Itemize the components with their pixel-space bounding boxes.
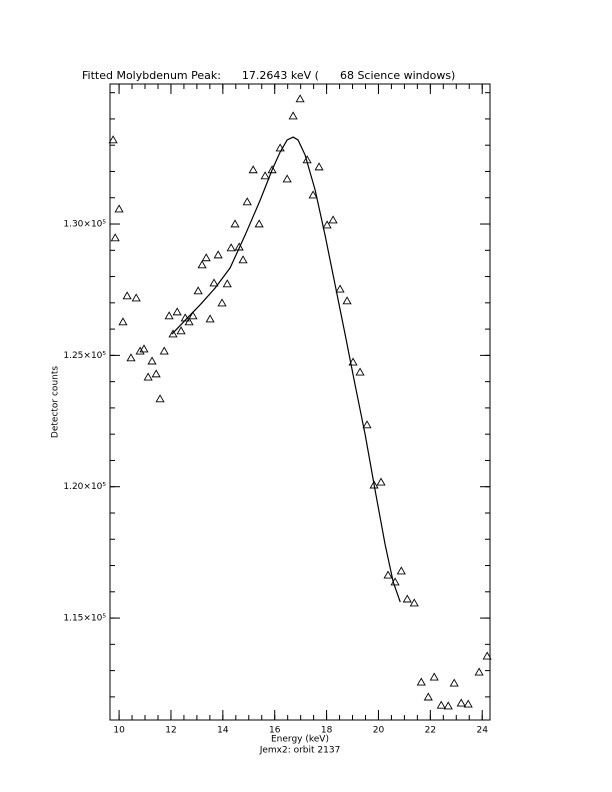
data-point <box>193 286 203 295</box>
data-point <box>234 242 244 251</box>
data-point <box>168 329 178 338</box>
chart-title: Fitted Molybdenum Peak: 17.2643 keV ( 68… <box>82 69 455 82</box>
y-tick-label: 1.20×10⁵ <box>63 482 106 492</box>
data-point <box>159 346 169 355</box>
data-point <box>308 190 318 199</box>
data-point <box>402 594 412 603</box>
x-tick-label: 20 <box>373 726 385 736</box>
data-point <box>188 311 198 320</box>
data-point <box>205 314 215 323</box>
data-point <box>396 566 406 575</box>
data-point <box>328 215 338 224</box>
x-tick-label: 18 <box>321 726 333 736</box>
y-tick-label: 1.25×10⁵ <box>63 351 106 361</box>
subtitle: Jemx2: orbit 2137 <box>259 746 341 756</box>
data-point <box>131 293 141 302</box>
data-point <box>348 357 358 366</box>
data-point <box>383 570 393 579</box>
plot-frame <box>109 83 491 721</box>
data-point <box>217 298 227 307</box>
x-tick-label: 10 <box>113 726 125 736</box>
data-point <box>108 135 118 144</box>
x-axis-label: Energy (keV) <box>271 735 329 745</box>
data-point <box>230 219 240 228</box>
data-point <box>222 279 232 288</box>
data-point <box>443 701 453 710</box>
data-point <box>143 372 153 381</box>
data-point <box>213 250 223 259</box>
data-point <box>416 677 426 686</box>
data-point <box>122 291 132 300</box>
fit-line <box>171 136 401 603</box>
data-point <box>151 369 161 378</box>
data-point <box>322 220 332 229</box>
data-point <box>184 317 194 326</box>
data-point <box>248 165 258 174</box>
data-point <box>260 171 270 180</box>
data-point <box>376 477 386 486</box>
data-point <box>267 165 277 174</box>
data-point <box>139 344 149 353</box>
data-point <box>456 698 466 707</box>
data-point <box>449 678 459 687</box>
x-tick-label: 16 <box>269 726 281 736</box>
data-point <box>436 700 446 709</box>
data-point <box>342 296 352 305</box>
data-point <box>201 253 211 262</box>
data-point <box>209 278 219 287</box>
x-tick-label: 22 <box>425 726 436 736</box>
data-point <box>288 111 298 120</box>
data-point <box>238 255 248 264</box>
data-point <box>295 94 305 103</box>
x-tick-label: 14 <box>217 726 229 736</box>
data-point <box>110 233 120 242</box>
data-point <box>147 356 157 365</box>
data-point <box>355 367 365 376</box>
data-point <box>409 598 419 607</box>
y-tick-label: 1.15×10⁵ <box>63 614 106 624</box>
data-point <box>282 174 292 183</box>
data-point <box>254 219 264 228</box>
data-point <box>176 326 186 335</box>
data-point <box>155 394 165 403</box>
data-point <box>172 307 182 316</box>
x-tick-label: 12 <box>165 726 176 736</box>
data-point <box>463 699 473 708</box>
data-point <box>423 692 433 701</box>
data-point <box>369 480 379 489</box>
data-point <box>362 420 372 429</box>
data-point <box>226 243 236 252</box>
y-axis-label: Detector counts <box>51 366 61 438</box>
data-point <box>474 667 484 676</box>
x-tick-label: 24 <box>476 726 488 736</box>
data-point <box>335 284 345 293</box>
data-point <box>242 197 252 206</box>
data-point <box>197 260 207 269</box>
y-tick-label: 1.30×10⁵ <box>63 220 106 230</box>
data-point <box>135 346 145 355</box>
data-point <box>482 651 492 660</box>
data-point <box>164 311 174 320</box>
data-point <box>118 317 128 326</box>
data-point <box>429 672 439 681</box>
data-point <box>314 162 324 171</box>
data-point <box>114 204 124 213</box>
data-point <box>126 353 136 362</box>
